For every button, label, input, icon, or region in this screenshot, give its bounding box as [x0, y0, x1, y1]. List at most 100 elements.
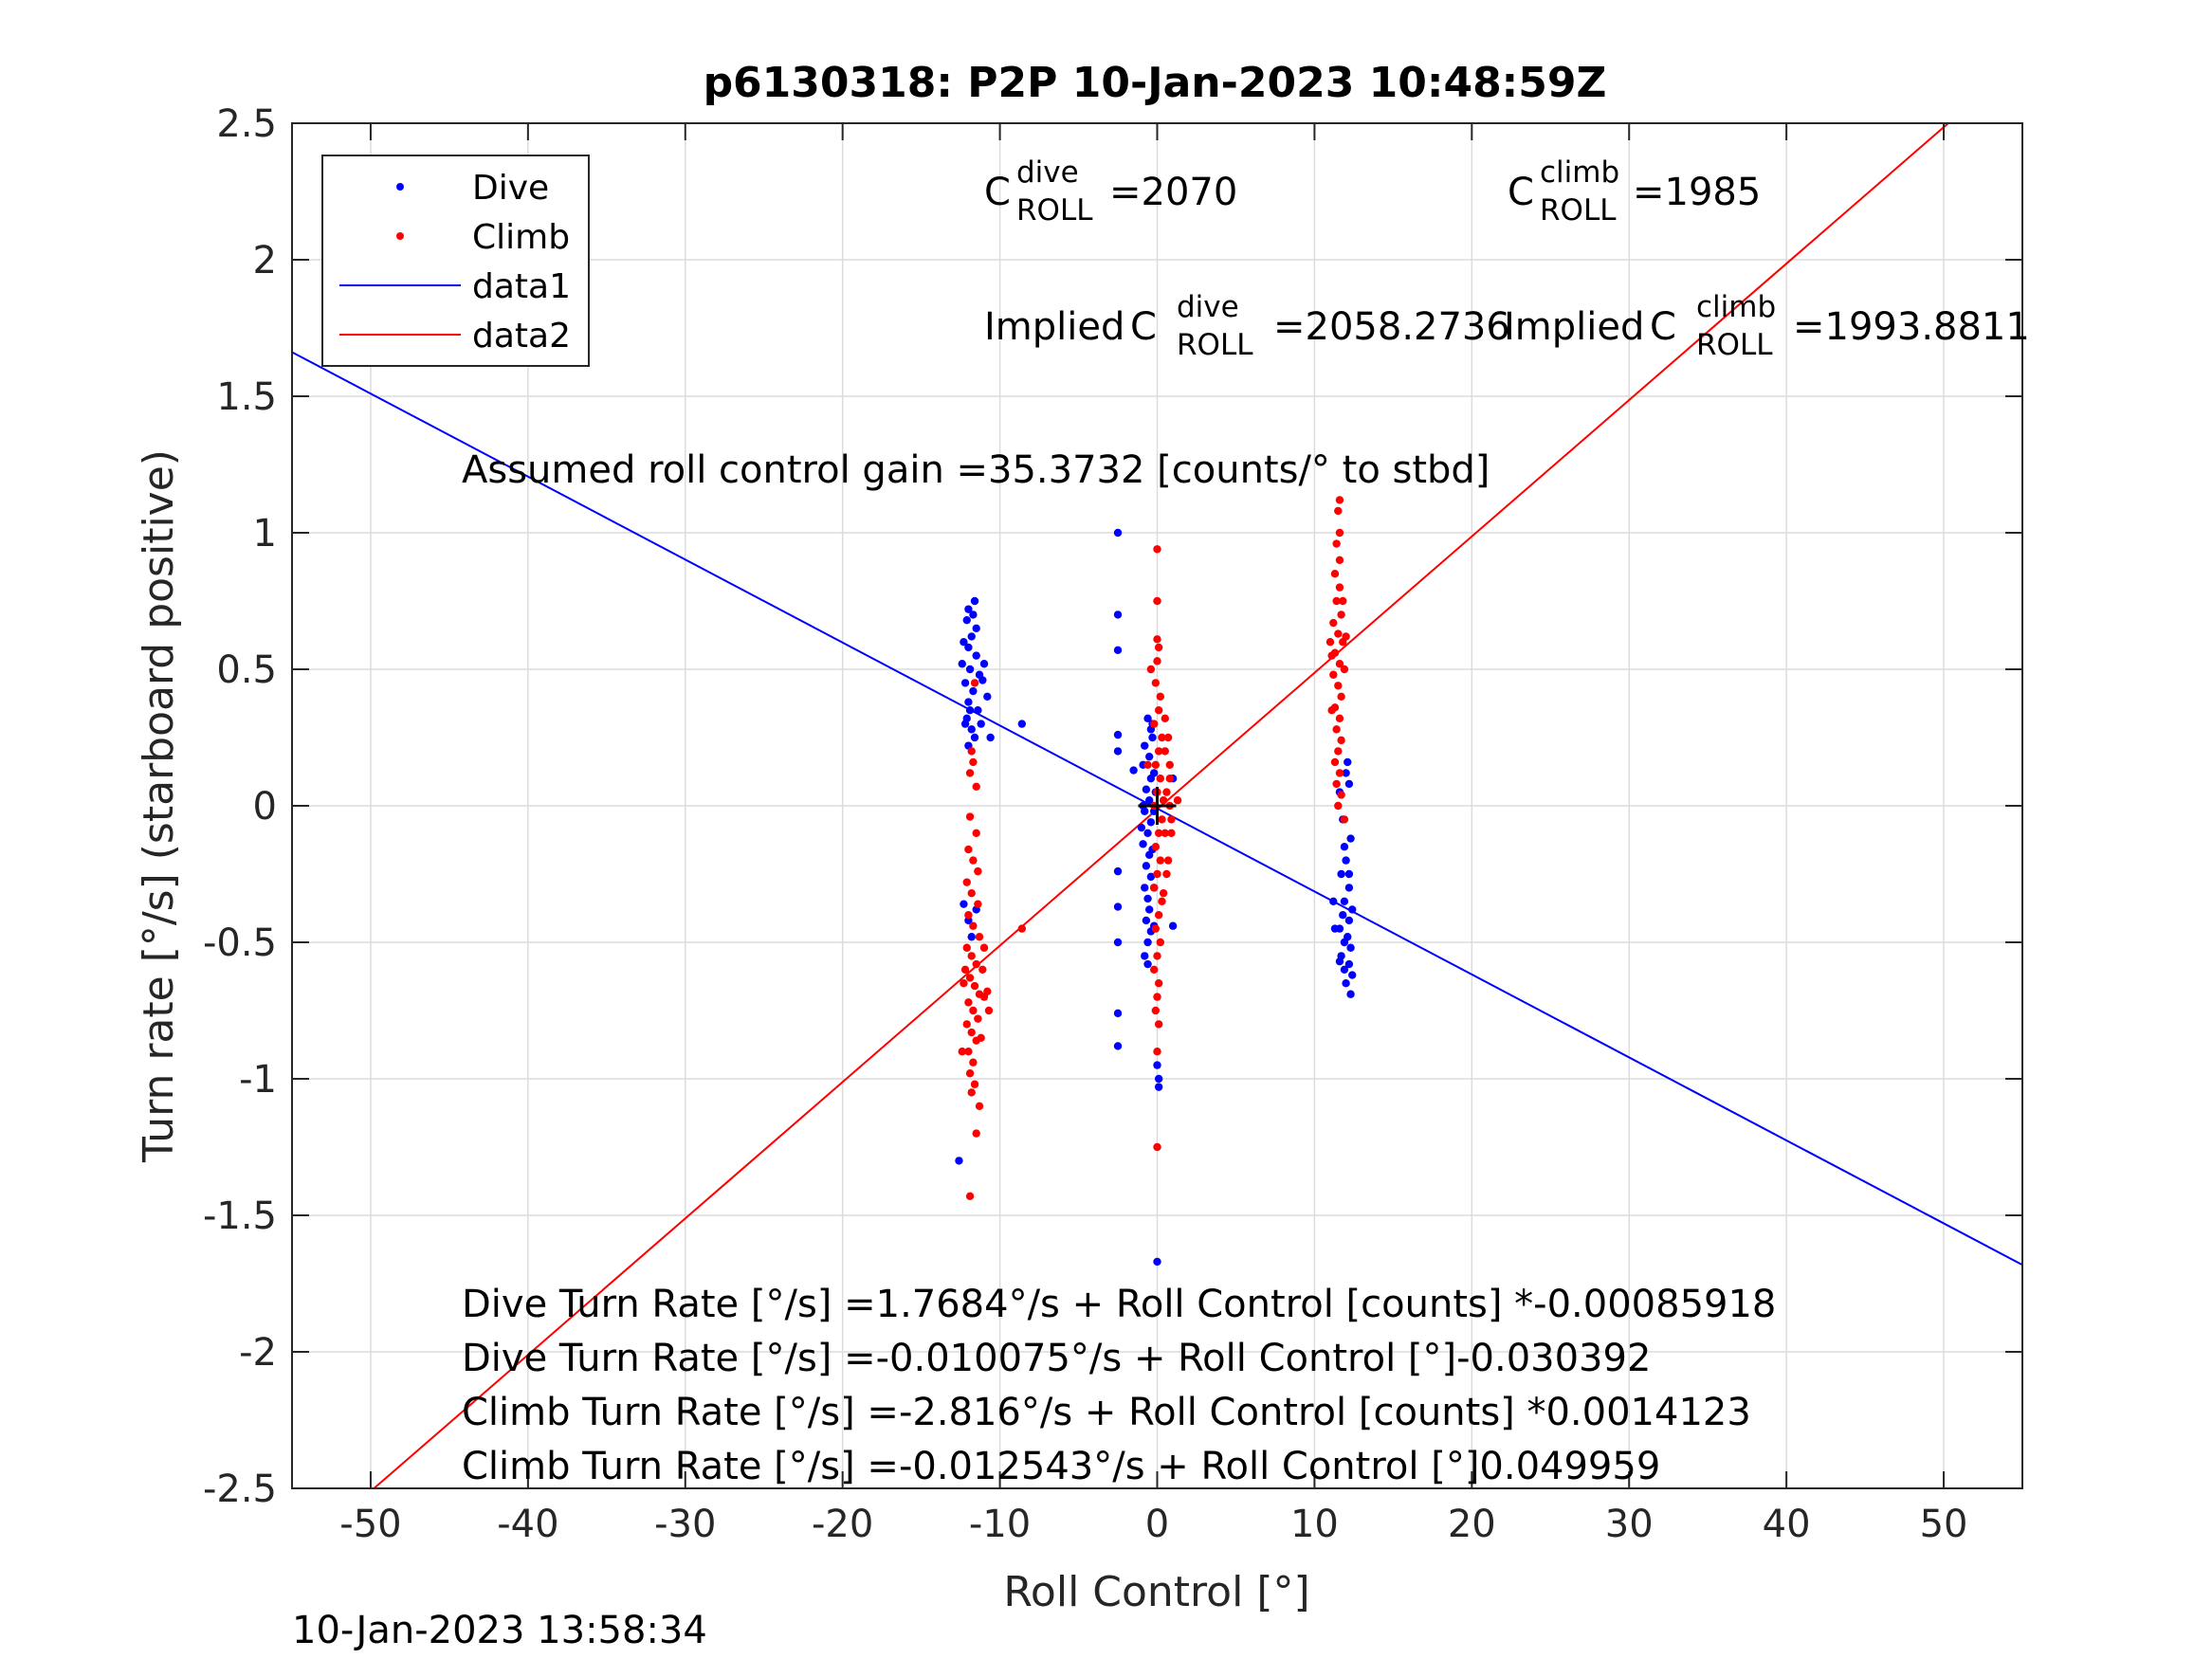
climb-point	[1335, 660, 1344, 668]
climb-point	[1162, 869, 1171, 879]
dive-point	[977, 720, 985, 728]
climb-point	[1151, 1006, 1161, 1015]
dive-point	[1168, 921, 1178, 930]
climb-point	[1161, 747, 1169, 756]
y-tick-label: 0.5	[216, 648, 277, 692]
dive-point	[1344, 869, 1354, 879]
series-climb	[958, 496, 1350, 1201]
y-tick-label: 2	[253, 239, 277, 283]
legend-dive-label: Dive	[472, 169, 549, 208]
climb-point	[1327, 651, 1336, 660]
dive-point	[983, 692, 992, 701]
climb-point	[970, 981, 979, 991]
climb-point	[1330, 757, 1340, 767]
implied-dive-base: C	[1130, 305, 1157, 349]
climb-point	[1330, 570, 1340, 578]
dive-point	[1145, 905, 1154, 914]
dive-point	[1346, 834, 1355, 843]
dive-point	[1339, 911, 1347, 920]
climb-point	[1154, 829, 1163, 837]
dive-point	[1148, 733, 1157, 742]
dive-point	[1329, 897, 1338, 905]
climb-point	[1154, 1020, 1163, 1029]
c-dive-base: C	[984, 171, 1011, 214]
dive-point	[1342, 856, 1350, 865]
x-tick-label: 30	[1605, 1503, 1654, 1546]
climb-point	[1149, 720, 1159, 728]
climb-point	[1158, 733, 1166, 742]
climb-point	[1153, 869, 1161, 879]
climb-point	[1335, 528, 1344, 538]
climb-point	[1153, 952, 1161, 960]
climb-point	[1161, 714, 1169, 723]
dive-point	[964, 698, 973, 706]
climb-point	[965, 769, 975, 777]
x-tick-label: -30	[654, 1503, 716, 1546]
climb-point	[969, 1058, 978, 1066]
dive-point	[1142, 916, 1151, 925]
dive-point	[1143, 829, 1152, 837]
climb-point	[1165, 775, 1174, 783]
legend-data2-label: data2	[472, 317, 571, 356]
dive-point	[1344, 884, 1354, 892]
climb-point	[975, 1102, 984, 1111]
dive-point	[1129, 766, 1138, 775]
dive-point	[1330, 924, 1340, 933]
climb-point	[965, 1192, 975, 1201]
climb-point	[965, 974, 975, 982]
y-tick-label: -0.5	[203, 921, 277, 965]
dive-point	[1344, 959, 1354, 969]
x-tick-labels: -50 -40 -30 -20 -10 0 10 20 30 40 50	[339, 1503, 1967, 1546]
climb-point	[1334, 629, 1343, 638]
dive-point	[1146, 818, 1156, 827]
dive-point	[1139, 840, 1147, 848]
climb-point	[1143, 760, 1152, 769]
dive-point	[970, 733, 979, 742]
dive-point	[969, 611, 978, 619]
climb-point	[972, 829, 980, 837]
climb-point	[1335, 769, 1344, 777]
climb-point	[1342, 632, 1350, 641]
c-dive-sup: dive	[1016, 155, 1079, 190]
climb-point	[1334, 506, 1343, 516]
y-axis-label: Turn rate [°/s] (starboard positive)	[135, 449, 183, 1163]
dive-point	[1344, 916, 1354, 925]
dive-point	[1113, 866, 1123, 876]
dive-point	[1153, 1061, 1161, 1069]
climb-point	[1337, 736, 1345, 745]
climb-point	[1151, 843, 1161, 851]
climb-point	[1153, 635, 1161, 644]
dive-point	[972, 624, 980, 632]
climb-point	[960, 965, 970, 974]
climb-point	[1340, 815, 1349, 824]
c-climb-sup: climb	[1540, 155, 1620, 190]
climb-point	[967, 747, 976, 756]
dive-point	[1113, 902, 1123, 911]
climb-point	[962, 943, 971, 952]
climb-point	[1337, 791, 1345, 799]
dive-point	[965, 665, 975, 674]
climb-point	[975, 933, 984, 941]
y-tick-labels: -2.5 -2 -1.5 -1 -0.5 0 0.5 1 1.5 2 2.5	[203, 102, 277, 1511]
y-tick-label: 1.5	[216, 375, 277, 419]
climb-point	[970, 1080, 979, 1088]
climb-point	[1153, 1048, 1161, 1056]
climb-point	[1165, 760, 1174, 769]
dive-point	[974, 706, 982, 715]
origin-marker	[1138, 787, 1177, 825]
dive-point	[1141, 884, 1149, 892]
implied-climb-sup: climb	[1696, 290, 1777, 324]
y-tick-label: -1.5	[203, 1194, 277, 1238]
legend-dive-marker	[396, 183, 404, 191]
x-tick-label: 0	[1145, 1503, 1169, 1546]
climb-point	[1332, 779, 1341, 789]
dive-point	[958, 660, 966, 668]
climb-point	[1153, 993, 1161, 1001]
dive-point	[1145, 796, 1154, 805]
c-dive-value: =2070	[1109, 171, 1238, 214]
dive-point	[1146, 872, 1156, 882]
dive-point	[1113, 938, 1123, 947]
x-tick-label: -40	[497, 1503, 558, 1546]
y-tick-label: -2	[239, 1331, 277, 1375]
climb-point	[1334, 801, 1343, 811]
